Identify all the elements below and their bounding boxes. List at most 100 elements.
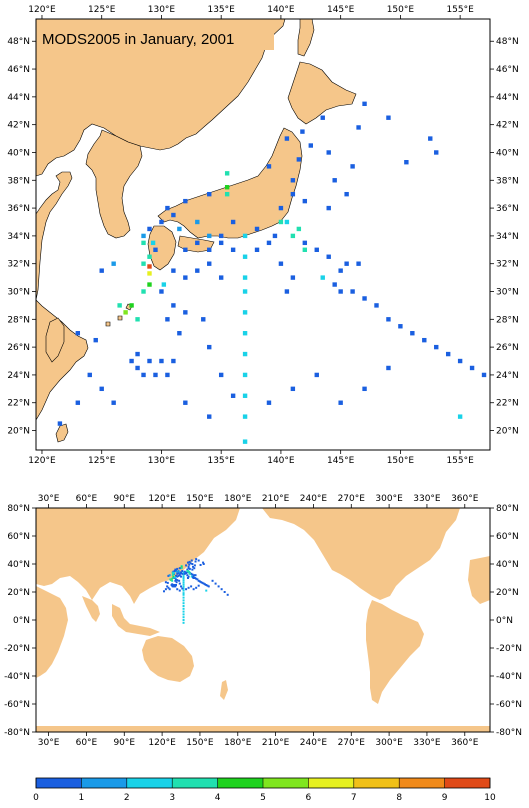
x-tick-label: 125°E <box>88 5 116 15</box>
observation-cell <box>203 583 206 586</box>
lower-map-x-ticks-top: 30°E 60°E 90°E 120°E 150°E 180°E 210°E 240°E 270… <box>38 494 479 508</box>
observation-cell <box>182 585 185 588</box>
observation-cell <box>187 567 190 570</box>
observation-cell <box>182 605 185 607</box>
y-tick-label: 46°N <box>496 65 519 75</box>
observation-cell <box>350 164 355 169</box>
x-tick-label: 125°E <box>88 456 116 466</box>
observation-cell <box>164 581 167 584</box>
observation-cell <box>314 372 319 378</box>
observation-cell <box>211 579 214 582</box>
observation-cell <box>230 393 236 398</box>
observation-cell <box>178 589 181 592</box>
observation-cell <box>332 282 337 287</box>
observation-cell <box>290 191 296 197</box>
observation-cell <box>242 372 248 378</box>
observation-cell <box>141 289 146 294</box>
y-tick-label: 38°N <box>496 176 519 186</box>
observation-cell <box>290 178 296 183</box>
observation-cell <box>187 586 190 589</box>
land-hokkaido <box>287 61 357 125</box>
observation-cell <box>326 205 331 211</box>
upper-map-y-ticks-left: 48°N 46°N 44°N 42°N 40°N 38°N 36°N 34°N 32°N 30°N… <box>7 37 36 437</box>
y-tick-label: 40°N <box>496 148 519 158</box>
x-tick-label: 150°E <box>387 456 415 466</box>
y-tick-label: 24°N <box>7 371 30 381</box>
observation-cell <box>75 331 81 336</box>
observation-cell <box>159 358 164 364</box>
x-tick-label: 130°E <box>148 5 176 15</box>
x-tick-label: 60°E <box>76 738 98 748</box>
x-tick-label: 210°E <box>262 738 290 748</box>
observation-cell <box>177 572 180 575</box>
observation-cell <box>182 587 185 590</box>
observation-cell <box>188 563 191 566</box>
x-tick-label: 90°E <box>113 494 135 504</box>
observation-cell <box>159 219 164 225</box>
land-kyushu <box>147 225 177 271</box>
observation-cell <box>428 136 433 141</box>
x-tick-label: 120°E <box>148 494 176 504</box>
observation-cell <box>242 414 248 419</box>
observation-cell <box>302 247 308 252</box>
land-greenland <box>400 508 432 530</box>
observation-cell <box>182 575 185 578</box>
observation-cell <box>362 386 367 392</box>
observation-cell <box>195 558 198 561</box>
observation-cell <box>193 577 196 579</box>
observation-cell <box>176 575 179 578</box>
observation-cell <box>457 414 463 419</box>
observation-cell <box>175 570 178 573</box>
observation-cell <box>296 226 302 232</box>
observation-cell <box>147 282 152 287</box>
x-tick-label: 270°E <box>338 738 366 748</box>
observation-cell <box>350 289 355 294</box>
observation-cell <box>207 344 212 350</box>
observation-cell <box>224 191 230 197</box>
observation-cell <box>290 386 296 392</box>
observation-cell <box>278 205 284 211</box>
observation-cell <box>135 317 140 322</box>
y-tick-label: 44°N <box>7 93 30 103</box>
x-tick-label: 360°E <box>451 494 479 504</box>
observation-cell <box>147 254 152 259</box>
observation-cell <box>176 579 179 582</box>
observation-cell <box>150 240 156 246</box>
observation-cell <box>135 351 140 357</box>
colorbar-swatch <box>81 778 127 788</box>
observation-cell <box>207 585 210 588</box>
observation-cell <box>191 568 194 571</box>
observation-cell <box>123 310 128 315</box>
observation-cell <box>185 571 188 574</box>
observation-cell <box>147 358 152 364</box>
observation-cell <box>181 587 184 590</box>
observation-cell <box>207 247 212 252</box>
observation-cell <box>171 303 176 308</box>
x-tick-label: 90°E <box>113 738 135 748</box>
observation-cell <box>230 219 236 225</box>
observation-cell <box>182 610 185 613</box>
x-tick-label: 330°E <box>413 494 441 504</box>
x-tick-label: 150°E <box>186 738 214 748</box>
observation-cell <box>320 275 325 280</box>
y-tick-label: -40°N <box>4 672 30 682</box>
observation-cell <box>163 590 166 593</box>
observation-cell <box>410 331 415 336</box>
observation-cell <box>153 372 158 378</box>
observation-cell <box>171 572 174 575</box>
observation-cell <box>182 593 185 596</box>
upper-map-x-ticks-bottom: 120°E 125°E 130°E 135°E 140°E 145°E 150°E 155°E <box>28 450 474 466</box>
y-tick-label: 24°N <box>496 371 519 381</box>
observation-cell <box>147 226 152 232</box>
observation-cell <box>202 563 205 565</box>
colorbar-label: 0 <box>33 793 39 803</box>
colorbar-label: 8 <box>396 793 402 803</box>
observation-cell <box>218 372 224 378</box>
observation-cell <box>374 303 379 308</box>
observation-cell <box>117 303 122 308</box>
land-africa-west <box>468 556 490 604</box>
observation-cell <box>169 578 172 581</box>
observation-cell <box>182 577 185 579</box>
observation-cell <box>177 574 180 577</box>
observation-cell <box>141 240 146 246</box>
